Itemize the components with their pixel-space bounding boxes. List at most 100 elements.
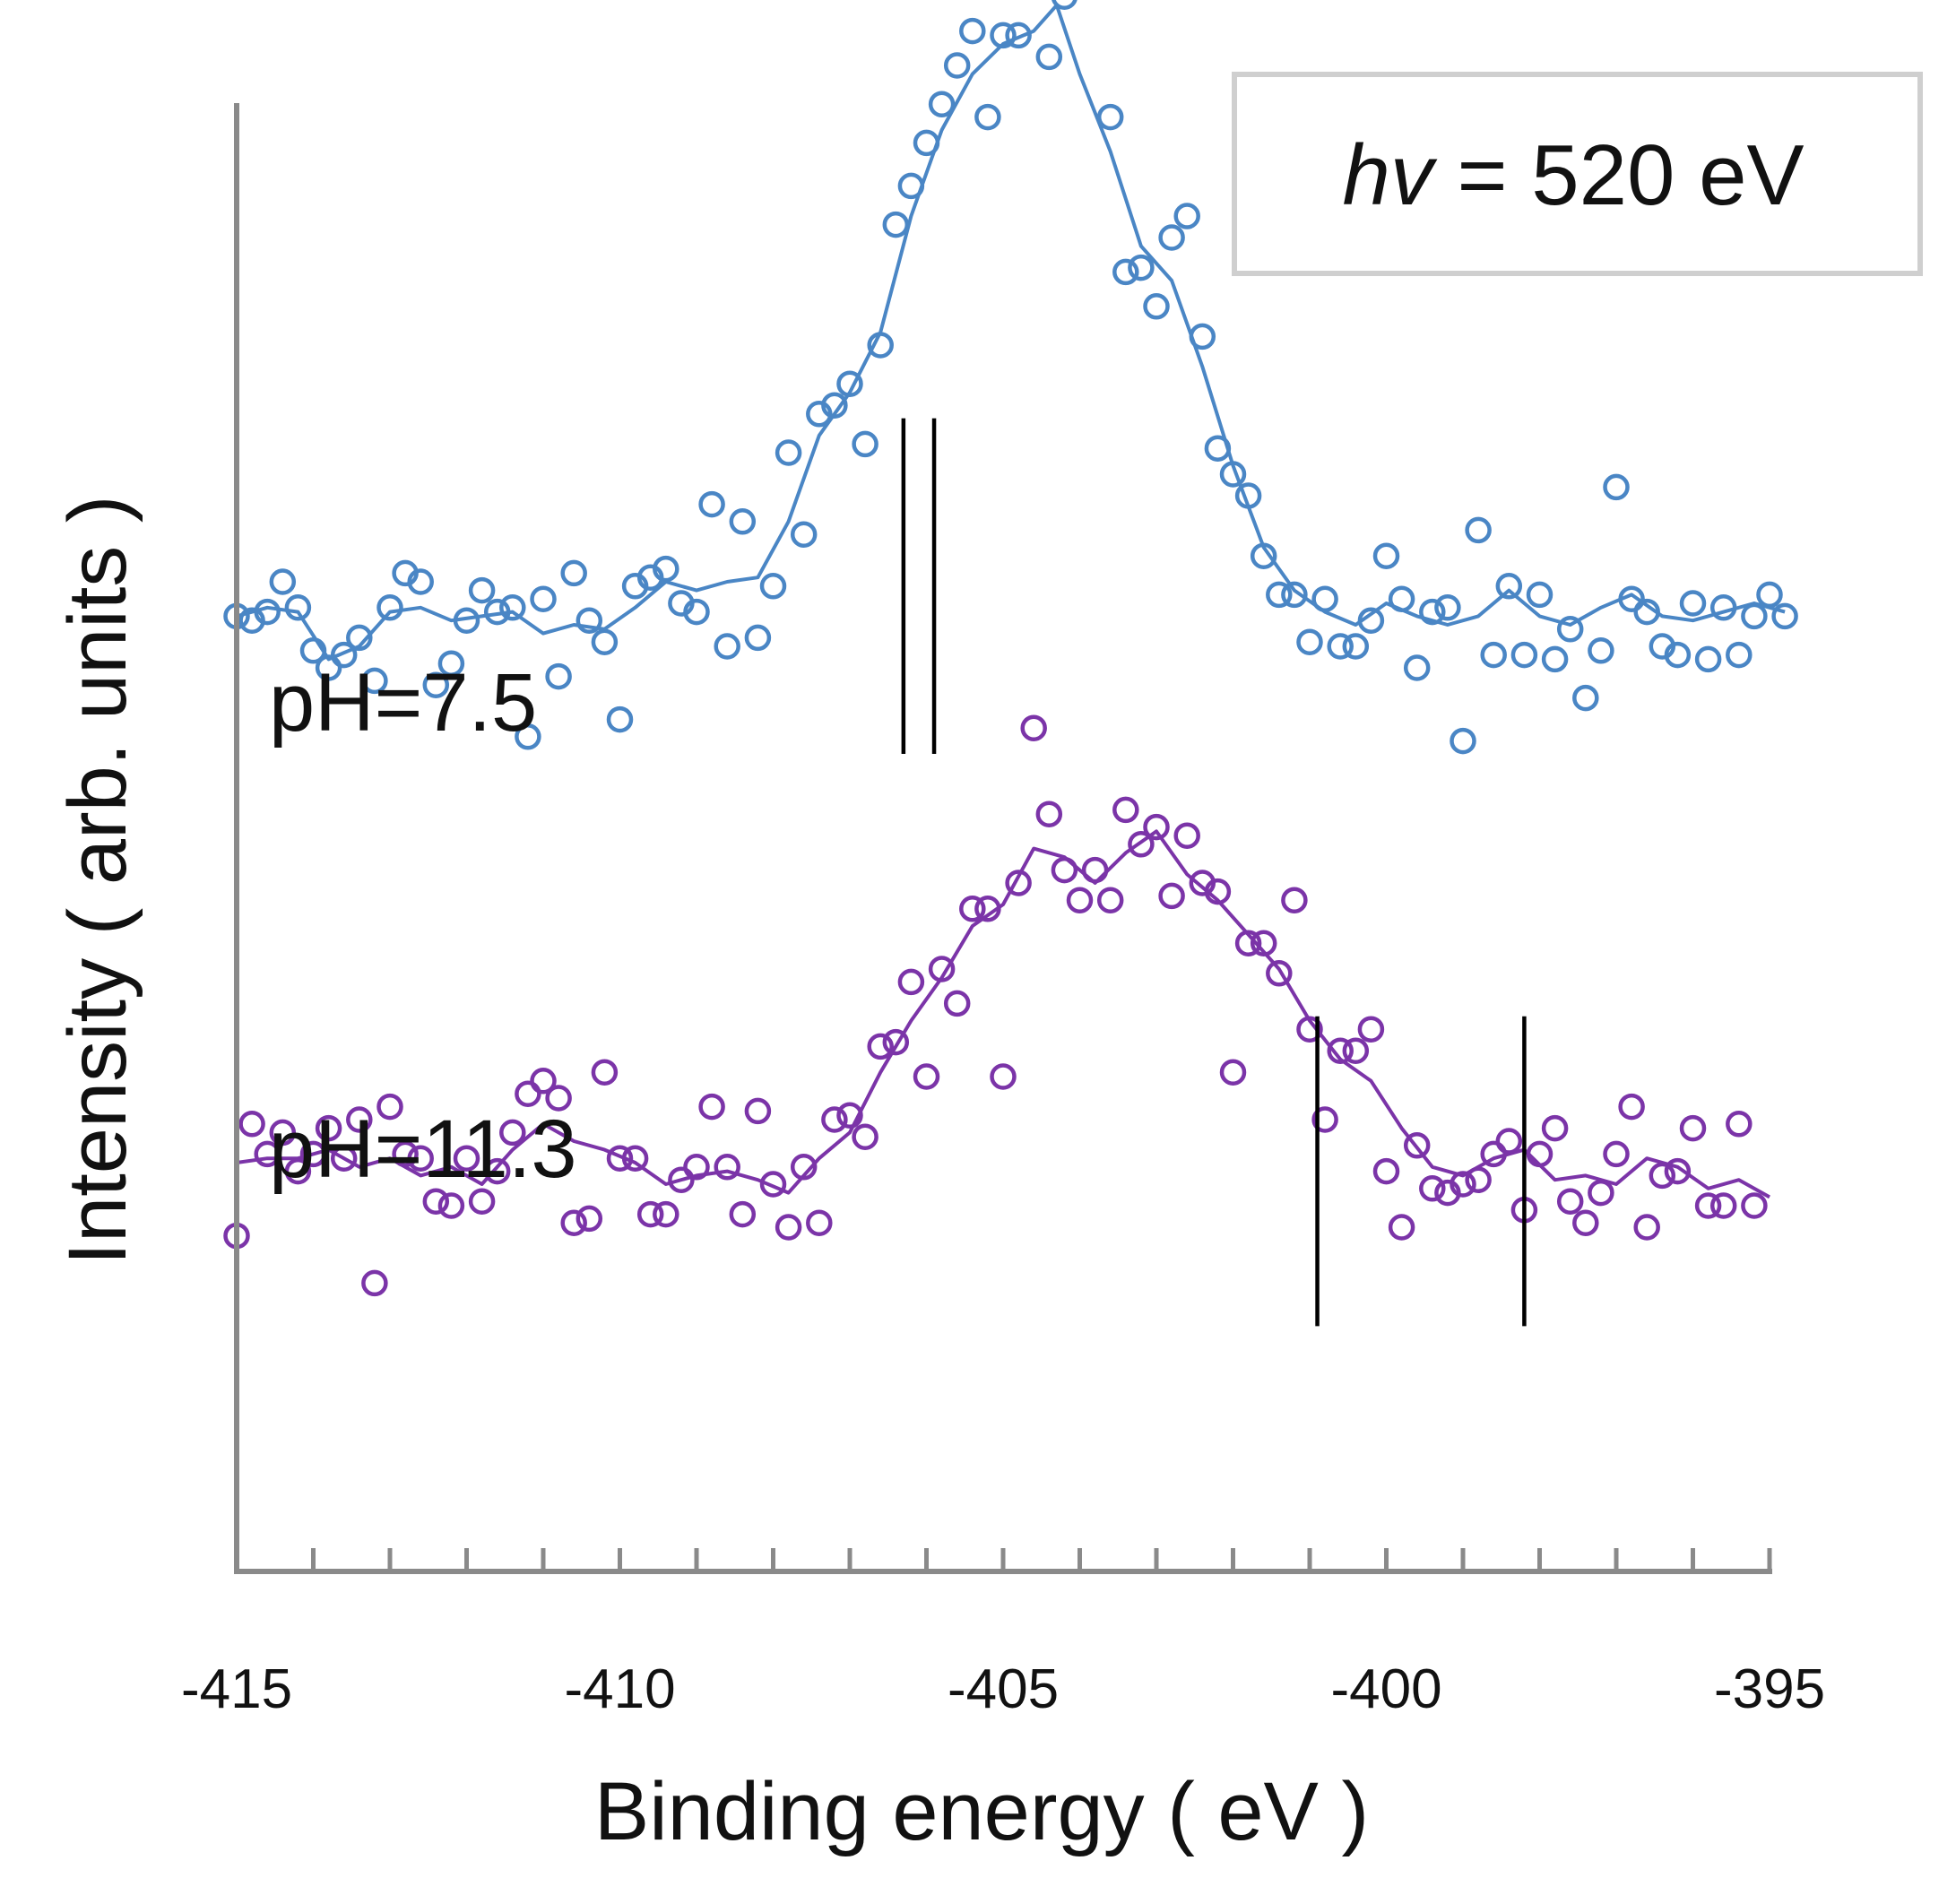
data-point [1296,1016,1323,1043]
data-point [499,594,526,621]
data-point [1112,258,1139,286]
data-point [299,637,327,664]
data-point [729,1200,757,1228]
series-line [236,3,1786,662]
data-point [1480,1140,1507,1168]
data-point [422,1188,450,1215]
data-point [1510,641,1538,669]
data-point [299,1140,327,1168]
data-point [1588,637,1614,664]
data-point [1096,103,1124,131]
x-tick-label: -405 [948,1658,1059,1720]
data-point [990,22,1017,49]
data-point [867,332,894,359]
data-point [606,705,634,733]
data-point [1250,542,1277,569]
data-point [821,392,848,419]
data-point [407,1145,434,1172]
data-point [1189,323,1216,351]
data-point [591,1059,619,1086]
data-point [1327,1037,1354,1064]
data-point [284,1157,312,1185]
data-point [1204,435,1232,462]
data-point [499,1119,526,1147]
data-point [1694,645,1722,673]
data-point [315,1114,342,1142]
data-point [1526,1140,1554,1168]
series-0 [223,0,1798,755]
annotation-symbol: hv [1342,127,1437,223]
data-point [560,559,587,587]
data-point [1327,633,1354,660]
data-point [1128,254,1155,281]
x-ticks [234,1548,1772,1571]
data-point [1035,43,1063,71]
data-point [483,598,511,626]
data-point [254,598,281,626]
data-point [1005,22,1032,49]
data-point [1020,714,1047,741]
data-point [1128,831,1155,858]
data-point [1419,1175,1446,1202]
data-point [1465,1166,1492,1193]
data-point [636,1200,664,1228]
data-point [1664,641,1692,669]
data-point [1480,641,1507,669]
data-point [744,624,772,652]
data-point [959,17,986,45]
data-point [867,1033,894,1060]
data-point [1066,887,1094,913]
data-point [1541,1114,1569,1142]
data-point [897,172,925,200]
data-point [1664,1157,1692,1185]
data-point [1726,641,1753,669]
data-point [1388,1214,1415,1241]
data-point [1633,598,1660,626]
data-point [1556,1188,1584,1215]
data-point [392,1140,419,1168]
data-point [1726,1111,1753,1138]
data-point [545,1085,572,1112]
data-point [744,1097,772,1125]
data-point [269,1119,297,1147]
data-point [683,598,710,626]
data-point [1143,293,1170,320]
data-point [545,662,572,690]
data-point [376,594,403,621]
series-1 [223,714,1770,1327]
x-axis-title: Binding energy ( eV ) [594,1766,1369,1857]
axes: -415 -410 -405 -400 -395 [181,103,1825,1720]
data-point [683,1154,710,1181]
x-tick-label: -400 [1330,1658,1441,1720]
data-point [698,1093,725,1121]
data-point [1281,887,1308,913]
data-point [361,1269,388,1297]
data-point [1388,585,1415,612]
data-point [1204,878,1232,905]
data-point [1526,581,1554,609]
data-point [1311,1106,1338,1133]
data-point [1741,602,1768,630]
data-point [653,1200,679,1228]
data-point [714,633,740,660]
data-point [1112,796,1139,824]
data-point [560,1209,587,1236]
x-tick-labels: -415 -410 -405 -400 -395 [181,1658,1825,1720]
data-point [515,723,541,750]
data-point [453,607,480,634]
data-point [1450,1171,1476,1198]
data-point [1419,598,1446,626]
data-point [483,1157,511,1185]
data-point [1357,1016,1385,1043]
annotation-value: = 520 eV [1433,127,1805,223]
data-point [515,1080,541,1107]
data-point [422,671,450,698]
data-point [1633,1214,1660,1241]
data-point [407,568,434,595]
data-point [1143,813,1170,841]
data-point [1618,585,1645,612]
data-point [913,1063,940,1090]
data-point [1081,856,1109,884]
data-point [775,1214,802,1241]
